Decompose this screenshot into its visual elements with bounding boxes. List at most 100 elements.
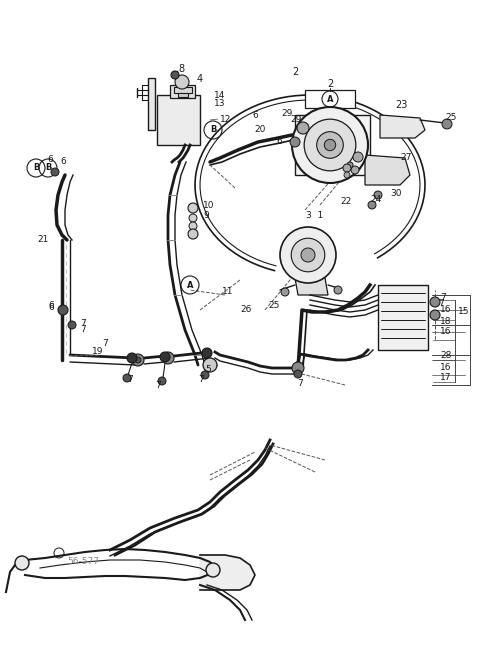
Text: 29: 29	[281, 108, 292, 117]
Circle shape	[353, 152, 363, 162]
Text: 6: 6	[48, 304, 54, 312]
Text: 22: 22	[340, 197, 351, 207]
Text: A: A	[187, 281, 193, 289]
Text: 18: 18	[440, 318, 452, 327]
Circle shape	[68, 321, 76, 329]
Circle shape	[442, 119, 452, 129]
Circle shape	[347, 162, 353, 168]
Text: 7: 7	[438, 298, 444, 308]
Text: 56-577: 56-577	[67, 558, 99, 567]
Polygon shape	[295, 278, 328, 295]
Circle shape	[280, 227, 336, 283]
Circle shape	[304, 119, 356, 171]
Circle shape	[301, 248, 315, 262]
Text: 2: 2	[327, 79, 333, 89]
Text: 10: 10	[203, 201, 215, 209]
Circle shape	[317, 132, 343, 158]
Circle shape	[171, 71, 179, 79]
Text: 9: 9	[203, 211, 209, 220]
Circle shape	[430, 310, 440, 320]
Text: 5: 5	[205, 365, 211, 375]
Circle shape	[202, 348, 212, 358]
Polygon shape	[200, 555, 255, 590]
Text: 3  1: 3 1	[306, 211, 323, 220]
Text: 7: 7	[198, 375, 204, 384]
Text: 25: 25	[268, 300, 279, 310]
Circle shape	[334, 286, 342, 294]
Text: 29: 29	[290, 115, 301, 125]
Text: 16: 16	[440, 327, 452, 337]
Text: 11: 11	[222, 287, 233, 297]
Circle shape	[132, 354, 144, 366]
Text: 26: 26	[240, 306, 252, 314]
Text: 7: 7	[297, 379, 303, 388]
Text: 7: 7	[440, 293, 446, 302]
Polygon shape	[295, 115, 370, 175]
Circle shape	[162, 352, 174, 364]
Text: B: B	[45, 163, 51, 173]
Polygon shape	[174, 87, 192, 93]
Text: 23: 23	[395, 100, 408, 110]
Text: 25: 25	[445, 113, 456, 123]
Text: 27: 27	[400, 152, 411, 161]
Polygon shape	[378, 285, 428, 350]
Text: 16: 16	[440, 306, 452, 314]
Circle shape	[203, 358, 217, 372]
Circle shape	[158, 377, 166, 385]
Circle shape	[292, 107, 368, 183]
Circle shape	[201, 371, 209, 379]
Text: 7: 7	[80, 319, 86, 327]
Circle shape	[189, 222, 197, 230]
Circle shape	[291, 238, 325, 272]
Circle shape	[343, 164, 351, 172]
Text: B: B	[33, 163, 39, 173]
Circle shape	[324, 139, 336, 151]
Text: 21: 21	[37, 236, 48, 245]
Circle shape	[206, 563, 220, 577]
Circle shape	[189, 214, 197, 222]
Text: 4: 4	[197, 74, 203, 84]
Circle shape	[160, 352, 170, 362]
Text: 15: 15	[458, 308, 469, 316]
Text: 8: 8	[178, 64, 184, 74]
Circle shape	[15, 556, 29, 570]
Circle shape	[175, 75, 189, 89]
Circle shape	[123, 374, 131, 382]
Text: 6: 6	[276, 138, 282, 146]
Circle shape	[281, 288, 289, 296]
Circle shape	[351, 166, 359, 174]
Circle shape	[297, 122, 309, 134]
Text: 28: 28	[440, 350, 451, 359]
Circle shape	[58, 305, 68, 315]
Text: 7: 7	[155, 380, 161, 390]
Text: 20: 20	[254, 125, 265, 134]
Text: 6: 6	[48, 302, 54, 310]
Text: 7: 7	[102, 340, 108, 348]
Text: 17: 17	[440, 373, 452, 382]
Text: 19: 19	[92, 348, 104, 356]
Text: 7: 7	[127, 375, 133, 384]
Text: 13: 13	[214, 100, 226, 108]
Text: 14: 14	[214, 91, 226, 100]
Text: 12: 12	[220, 115, 231, 123]
Circle shape	[188, 229, 198, 239]
Text: 16: 16	[440, 363, 452, 371]
Polygon shape	[148, 78, 155, 130]
Polygon shape	[170, 85, 195, 98]
Circle shape	[294, 370, 302, 378]
Circle shape	[368, 201, 376, 209]
Text: B: B	[210, 125, 216, 134]
Circle shape	[292, 362, 304, 374]
Text: 30: 30	[390, 188, 401, 197]
Text: 6: 6	[252, 112, 258, 121]
Polygon shape	[178, 93, 188, 97]
Text: 6: 6	[60, 157, 66, 167]
Text: A: A	[327, 94, 333, 104]
Text: 2: 2	[292, 67, 298, 77]
Circle shape	[290, 137, 300, 147]
Circle shape	[374, 191, 382, 199]
Polygon shape	[157, 95, 200, 145]
Circle shape	[430, 297, 440, 307]
Circle shape	[127, 353, 137, 363]
Polygon shape	[305, 90, 355, 108]
